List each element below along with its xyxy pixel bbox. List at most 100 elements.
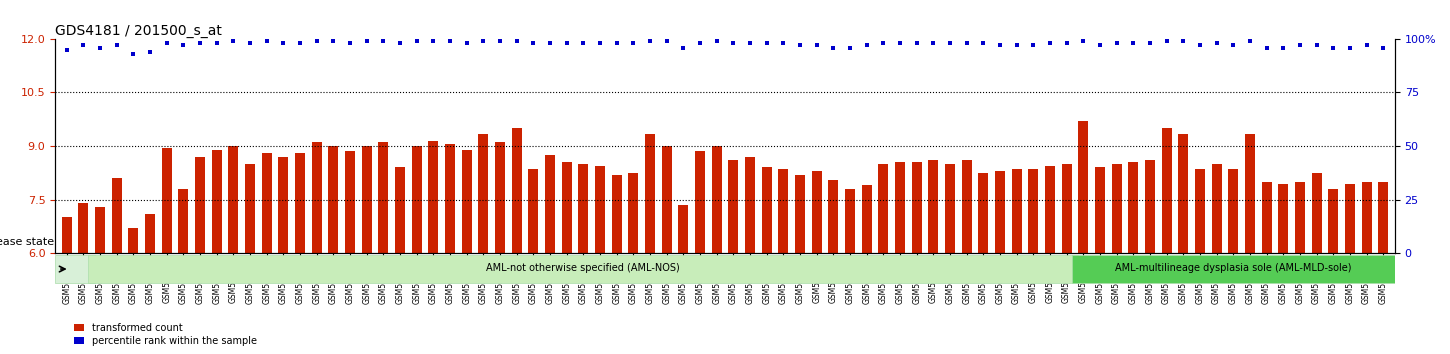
- Bar: [795, 175, 805, 253]
- Point: [289, 40, 312, 46]
- Point: [405, 38, 428, 44]
- Point: [1288, 42, 1311, 48]
- Bar: [1195, 169, 1205, 253]
- Bar: [1328, 189, 1338, 253]
- Bar: [612, 175, 622, 253]
- Bar: [695, 152, 705, 253]
- Text: AML-multilineage dysplasia sole (AML-MLD-sole): AML-multilineage dysplasia sole (AML-MLD…: [1115, 263, 1351, 273]
- Bar: [712, 146, 722, 253]
- Point: [889, 40, 912, 46]
- Bar: [1079, 121, 1089, 253]
- Bar: [1295, 182, 1305, 253]
- Point: [422, 38, 445, 44]
- Point: [838, 45, 861, 50]
- Point: [538, 40, 561, 46]
- Bar: [1228, 169, 1238, 253]
- Point: [1372, 45, 1395, 50]
- Bar: [1212, 164, 1221, 253]
- Bar: [312, 142, 322, 253]
- Point: [1056, 40, 1079, 46]
- FancyBboxPatch shape: [88, 255, 1079, 283]
- Bar: [661, 146, 671, 253]
- Point: [255, 38, 278, 44]
- Point: [304, 38, 328, 44]
- Bar: [1061, 164, 1072, 253]
- Point: [655, 38, 679, 44]
- Bar: [912, 162, 922, 253]
- Bar: [761, 167, 771, 253]
- Point: [355, 38, 378, 44]
- Point: [88, 45, 112, 50]
- Point: [171, 42, 194, 48]
- Point: [589, 40, 612, 46]
- Bar: [812, 171, 822, 253]
- Point: [1321, 45, 1344, 50]
- Bar: [628, 173, 638, 253]
- Point: [455, 40, 479, 46]
- Bar: [229, 146, 238, 253]
- Legend: transformed count, percentile rank within the sample: transformed count, percentile rank withi…: [74, 323, 257, 346]
- Bar: [294, 153, 304, 253]
- Point: [1156, 38, 1179, 44]
- Bar: [1279, 183, 1288, 253]
- Point: [905, 40, 928, 46]
- Point: [956, 40, 979, 46]
- Point: [505, 38, 528, 44]
- Point: [271, 40, 294, 46]
- Bar: [428, 141, 438, 253]
- Bar: [1379, 182, 1388, 253]
- Bar: [394, 167, 405, 253]
- Point: [1072, 38, 1095, 44]
- Bar: [928, 160, 938, 253]
- Point: [238, 40, 261, 46]
- Point: [188, 40, 212, 46]
- Bar: [461, 150, 471, 253]
- Text: GDS4181 / 201500_s_at: GDS4181 / 201500_s_at: [55, 24, 222, 38]
- Bar: [78, 203, 88, 253]
- Bar: [328, 146, 338, 253]
- Bar: [1028, 169, 1038, 253]
- Point: [1089, 42, 1112, 48]
- Point: [605, 40, 628, 46]
- Bar: [1346, 183, 1354, 253]
- Bar: [879, 164, 889, 253]
- Bar: [1362, 182, 1372, 253]
- Bar: [845, 189, 855, 253]
- Point: [1122, 40, 1146, 46]
- Point: [689, 40, 712, 46]
- Bar: [679, 205, 689, 253]
- Point: [622, 40, 645, 46]
- Point: [1189, 42, 1212, 48]
- Bar: [245, 164, 255, 253]
- Point: [222, 38, 245, 44]
- FancyBboxPatch shape: [1072, 255, 1395, 283]
- Bar: [129, 228, 138, 253]
- Bar: [1045, 166, 1056, 253]
- Bar: [779, 169, 789, 253]
- Point: [489, 38, 512, 44]
- Point: [155, 40, 178, 46]
- Bar: [545, 155, 555, 253]
- Bar: [579, 164, 589, 253]
- Point: [55, 47, 78, 52]
- Point: [438, 38, 461, 44]
- Point: [1222, 42, 1246, 48]
- Bar: [745, 157, 755, 253]
- Bar: [378, 142, 389, 253]
- Bar: [512, 128, 522, 253]
- Point: [805, 42, 828, 48]
- Point: [722, 40, 745, 46]
- Point: [389, 40, 412, 46]
- Bar: [112, 178, 122, 253]
- Point: [1022, 42, 1045, 48]
- Text: disease state: disease state: [0, 237, 54, 247]
- Bar: [1179, 133, 1188, 253]
- Point: [989, 42, 1012, 48]
- Bar: [945, 164, 956, 253]
- Point: [471, 38, 494, 44]
- FancyBboxPatch shape: [55, 255, 96, 283]
- Bar: [1146, 160, 1156, 253]
- Point: [1305, 42, 1328, 48]
- Point: [338, 40, 361, 46]
- Bar: [1112, 164, 1122, 253]
